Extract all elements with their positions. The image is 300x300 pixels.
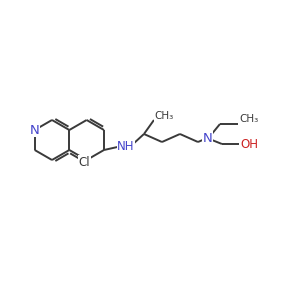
Text: NH: NH (117, 140, 135, 152)
Text: Cl: Cl (79, 155, 91, 169)
Text: N: N (30, 124, 40, 136)
Text: CH₃: CH₃ (154, 111, 174, 121)
Text: N: N (203, 131, 213, 145)
Text: CH₃: CH₃ (239, 114, 259, 124)
Text: OH: OH (240, 137, 258, 151)
